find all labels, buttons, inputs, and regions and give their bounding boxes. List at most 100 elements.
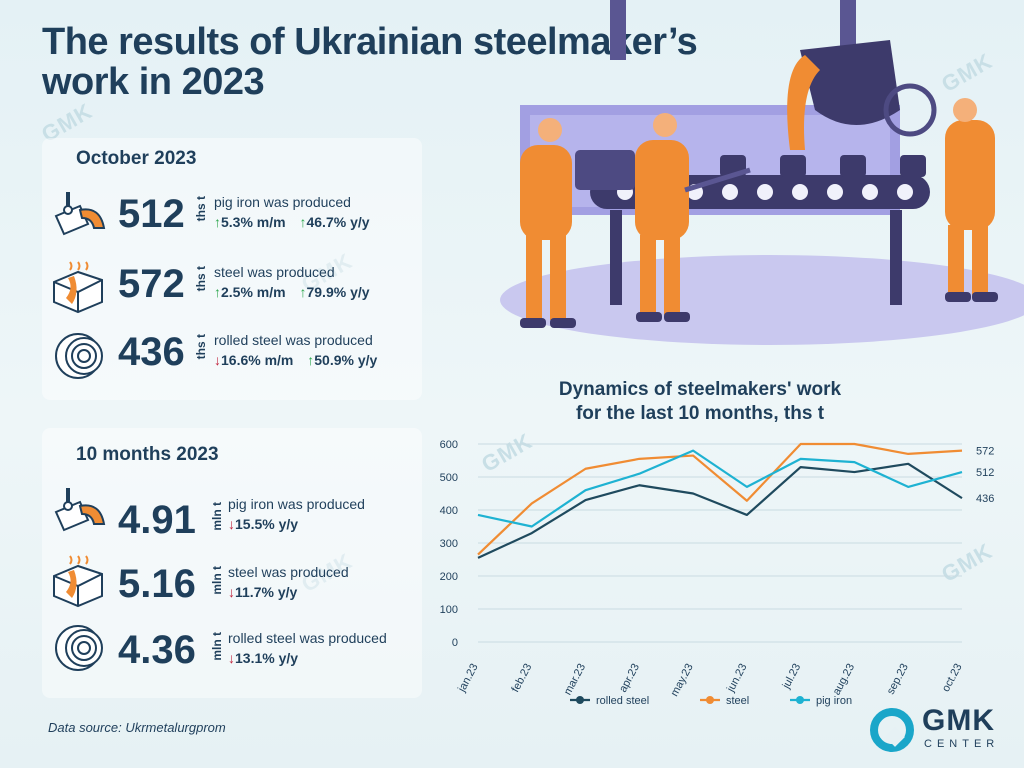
change-yy: 13.1% y/y: [235, 650, 299, 666]
change-mm: 2.5% m/m: [221, 284, 286, 300]
oct-pig-iron-stat: 512 ths t pig iron was produced ↑5.3% m/…: [48, 188, 428, 246]
x-tick-label: sep.23: [885, 662, 911, 697]
october-panel: [42, 138, 422, 400]
y-tick-label: 600: [440, 439, 458, 451]
arrow-down-icon: ↓: [228, 650, 235, 666]
stat-unit: mln t: [210, 502, 224, 531]
x-tick-label: jan.23: [456, 662, 481, 695]
x-tick-label: may.23: [669, 662, 696, 699]
stat-value: 572: [118, 262, 185, 306]
stat-changes: ↓13.1% y/y: [228, 650, 308, 666]
stat-changes: ↑5.3% m/m ↑46.7% y/y: [214, 214, 380, 230]
legend-marker: [706, 696, 714, 704]
stat-label: steel was produced: [228, 564, 349, 580]
ten-months-panel: [42, 428, 422, 698]
stat-value: 4.36: [118, 628, 196, 672]
stat-changes: ↑2.5% m/m ↑79.9% y/y: [214, 284, 380, 300]
y-tick-label: 100: [440, 604, 458, 616]
x-tick-label: aug.23: [831, 662, 857, 697]
stat-label: steel was produced: [214, 264, 335, 280]
ten-pig-iron-stat: 4.91 mln t pig iron was produced ↓15.5% …: [48, 484, 428, 542]
arrow-down-icon: ↓: [214, 352, 221, 368]
data-source: Data source: Ukrmetalurgprom: [48, 720, 226, 735]
stat-label: pig iron was produced: [214, 194, 351, 210]
legend-label: steel: [726, 695, 749, 707]
y-tick-label: 300: [440, 538, 458, 550]
chart-title: Dynamics of steelmakers' work for the la…: [470, 378, 930, 426]
series-line-steel: [477, 442, 963, 556]
end-value-label: 436: [976, 493, 994, 505]
logo-ring-icon: [870, 708, 914, 752]
x-tick-label: mar.23: [562, 662, 588, 697]
ten-rolled-steel-stat: 4.36 mln t rolled steel was produced ↓13…: [48, 618, 428, 676]
steel-icon: [53, 555, 103, 608]
y-tick-label: 200: [440, 571, 458, 583]
stat-changes: ↓16.6% m/m ↑50.9% y/y: [214, 352, 387, 368]
stat-unit: ths t: [194, 196, 208, 222]
change-yy: 46.7% y/y: [306, 214, 370, 230]
logo-name: GMK: [922, 704, 995, 737]
pig-iron-icon: [54, 488, 106, 532]
legend-marker: [796, 696, 804, 704]
legend-label: rolled steel: [596, 695, 649, 707]
page-title: The results of Ukrainian steelmaker’s wo…: [42, 21, 698, 103]
stat-unit: mln t: [210, 566, 224, 595]
y-tick-label: 400: [440, 505, 458, 517]
ten-steel-stat: 5.16 mln t steel was produced ↓11.7% y/y: [48, 552, 428, 610]
chart-title-line-1: Dynamics of steelmakers' work: [558, 379, 842, 400]
stat-value: 5.16: [118, 562, 196, 606]
stat-value: 436: [118, 330, 185, 374]
arrow-up-icon: ↑: [299, 284, 307, 300]
series-line-pig-iron: [477, 449, 963, 528]
change-yy: 11.7% y/y: [235, 584, 298, 600]
x-tick-label: oct.23: [940, 662, 965, 694]
ten-months-heading: 10 months 2023: [76, 444, 219, 465]
arrow-down-icon: ↓: [228, 516, 235, 532]
stat-changes: ↓15.5% y/y: [228, 516, 308, 532]
arrow-down-icon: ↓: [228, 584, 235, 600]
x-tick-label: jun.23: [724, 662, 749, 695]
end-value-label: 572: [976, 446, 994, 458]
line-chart: 0 100 200 300 400 500 600 jan.23 feb.23 mar.23 apr…: [440, 439, 995, 707]
stat-value: 512: [118, 192, 185, 236]
stat-unit: ths t: [194, 266, 208, 292]
oct-rolled-steel-stat: 436 ths t rolled steel was produced ↓16.…: [48, 326, 428, 384]
change-mm: 16.6% m/m: [221, 352, 294, 368]
legend-label: pig iron: [816, 695, 852, 707]
logo-sub: CENTER: [924, 738, 1000, 750]
arrow-up-icon: ↑: [307, 352, 315, 368]
gmk-logo: GMK CENTER: [870, 704, 1010, 754]
x-tick-label: feb.23: [509, 662, 534, 695]
change-yy: 50.9% y/y: [314, 352, 378, 368]
stat-changes: ↓11.7% y/y: [228, 584, 307, 600]
pig-iron-icon: [54, 192, 106, 236]
stat-unit: mln t: [210, 632, 224, 661]
series-line-rolled-steel: [477, 462, 963, 559]
arrow-up-icon: ↑: [214, 214, 221, 230]
rolled-steel-icon: [55, 625, 103, 671]
arrow-up-icon: ↑: [214, 284, 221, 300]
stat-value: 4.91: [118, 498, 196, 542]
y-tick-label: 0: [452, 637, 458, 649]
stat-label: rolled steel was produced: [228, 630, 387, 646]
arrow-up-icon: ↑: [299, 214, 307, 230]
october-heading: October 2023: [76, 148, 197, 169]
legend-marker: [576, 696, 584, 704]
title-line-2: work in 2023: [42, 61, 265, 103]
chart-title-line-2: for the last 10 months, ths t: [575, 403, 825, 424]
change-yy: 79.9% y/y: [306, 284, 370, 300]
y-tick-label: 500: [440, 472, 458, 484]
rolled-steel-icon: [55, 333, 103, 379]
end-value-label: 512: [976, 467, 994, 479]
steel-icon: [53, 261, 103, 314]
change-mm: 5.3% m/m: [221, 214, 286, 230]
x-tick-label: jul.23: [780, 662, 803, 692]
stat-label: rolled steel was produced: [214, 332, 373, 348]
steel-workers-illustration: [500, 0, 1024, 345]
stat-unit: ths t: [194, 334, 208, 360]
title-line-1: The results of Ukrainian steelmaker’s: [42, 21, 698, 63]
x-tick-label: apr.23: [617, 662, 642, 695]
stat-label: pig iron was produced: [228, 496, 365, 512]
oct-steel-stat: 572 ths t steel was produced ↑2.5% m/m ↑…: [48, 258, 428, 316]
change-yy: 15.5% y/y: [235, 516, 299, 532]
